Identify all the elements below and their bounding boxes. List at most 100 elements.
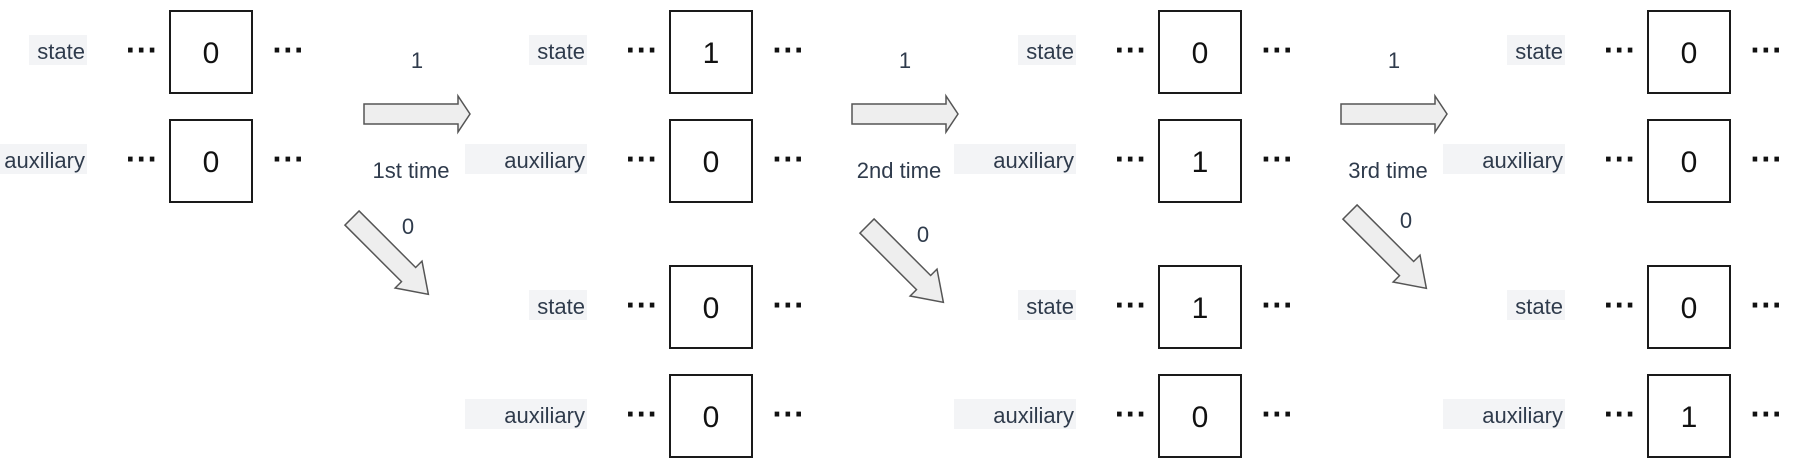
upper-state-value-col3: 0	[1192, 37, 1209, 70]
diagonal-arrow-3	[1341, 203, 1428, 290]
upper-state-right-ellipsis-col1: ···	[272, 36, 305, 66]
diagonal-arrow-2	[858, 217, 945, 304]
upper-auxiliary-cell-col2	[669, 119, 753, 203]
lower-auxiliary-label-bg-col2	[465, 399, 587, 429]
upper-auxiliary-cell-col3	[1158, 119, 1242, 203]
lower-auxiliary-left-ellipsis-col3: ···	[1114, 400, 1147, 430]
transition-caption-1: 1st time	[372, 158, 449, 183]
transition-input-one-3: 1	[1388, 48, 1400, 73]
transition-input-zero-1: 0	[402, 214, 414, 239]
right-arrow-3	[1340, 93, 1448, 135]
upper-auxiliary-left-ellipsis-col2: ···	[625, 145, 658, 175]
lower-state-label-col2: state	[537, 294, 585, 319]
transition-input-one-1: 1	[411, 48, 423, 73]
transition-input-zero-3: 0	[1400, 208, 1412, 233]
upper-auxiliary-value-col1: 0	[203, 146, 220, 179]
lower-auxiliary-right-ellipsis-col3: ···	[1261, 400, 1294, 430]
upper-state-left-ellipsis-col3: ···	[1114, 36, 1147, 66]
lower-state-right-ellipsis-col2: ···	[772, 291, 805, 321]
upper-state-label-col3: state	[1026, 39, 1074, 64]
upper-state-cell-col4	[1647, 10, 1731, 94]
lower-auxiliary-left-ellipsis-col4: ···	[1603, 400, 1636, 430]
upper-state-left-ellipsis-col2: ···	[625, 36, 658, 66]
lower-auxiliary-label-bg-col4	[1443, 399, 1565, 429]
lower-auxiliary-right-ellipsis-col4: ···	[1750, 400, 1783, 430]
transition-input-zero-2: 0	[917, 222, 929, 247]
upper-state-label-col4: state	[1515, 39, 1563, 64]
lower-auxiliary-cell-col4	[1647, 374, 1731, 458]
lower-state-right-ellipsis-col3: ···	[1261, 291, 1294, 321]
lower-auxiliary-label-col4: auxiliary	[1482, 403, 1563, 428]
upper-auxiliary-cell-col1	[169, 119, 253, 203]
upper-state-label-bg-col2	[529, 35, 587, 65]
upper-auxiliary-left-ellipsis-col3: ···	[1114, 145, 1147, 175]
right-arrow-2	[851, 93, 959, 135]
upper-auxiliary-label-bg-col4	[1443, 144, 1565, 174]
upper-state-left-ellipsis-col1: ···	[125, 36, 158, 66]
lower-auxiliary-label-bg-col3	[954, 399, 1076, 429]
upper-state-right-ellipsis-col2: ···	[772, 36, 805, 66]
lower-auxiliary-value-col2: 0	[703, 401, 720, 434]
upper-state-value-col1: 0	[203, 37, 220, 70]
lower-state-label-bg-col2	[529, 290, 587, 320]
upper-state-right-ellipsis-col3: ···	[1261, 36, 1294, 66]
upper-auxiliary-label-col1: auxiliary	[4, 148, 85, 173]
lower-auxiliary-cell-col3	[1158, 374, 1242, 458]
right-arrow-1	[363, 93, 471, 135]
upper-state-left-ellipsis-col4: ···	[1603, 36, 1636, 66]
upper-state-right-ellipsis-col4: ···	[1750, 36, 1783, 66]
transition-input-one-2: 1	[899, 48, 911, 73]
lower-state-label-bg-col4	[1507, 290, 1565, 320]
lower-state-label-col3: state	[1026, 294, 1074, 319]
upper-state-label-bg-col1	[29, 35, 87, 65]
upper-state-label-col1: state	[37, 39, 85, 64]
diagonal-arrow-1	[343, 209, 430, 296]
upper-auxiliary-value-col2: 0	[703, 146, 720, 179]
upper-auxiliary-left-ellipsis-col1: ···	[125, 145, 158, 175]
lower-state-left-ellipsis-col4: ···	[1603, 291, 1636, 321]
lower-state-left-ellipsis-col2: ···	[625, 291, 658, 321]
upper-auxiliary-right-ellipsis-col3: ···	[1261, 145, 1294, 175]
lower-auxiliary-right-ellipsis-col2: ···	[772, 400, 805, 430]
upper-auxiliary-label-col3: auxiliary	[993, 148, 1074, 173]
upper-auxiliary-value-col3: 1	[1192, 146, 1209, 179]
transition-caption-2: 2nd time	[857, 158, 941, 183]
lower-state-label-bg-col3	[1018, 290, 1076, 320]
upper-state-label-bg-col4	[1507, 35, 1565, 65]
lower-state-cell-col3	[1158, 265, 1242, 349]
upper-auxiliary-cell-col4	[1647, 119, 1731, 203]
lower-state-value-col2: 0	[703, 292, 720, 325]
upper-state-label-bg-col3	[1018, 35, 1076, 65]
upper-state-label-col2: state	[537, 39, 585, 64]
lower-state-value-col4: 0	[1681, 292, 1698, 325]
upper-state-cell-col3	[1158, 10, 1242, 94]
lower-auxiliary-cell-col2	[669, 374, 753, 458]
lower-state-label-col4: state	[1515, 294, 1563, 319]
lower-auxiliary-label-col2: auxiliary	[504, 403, 585, 428]
lower-state-value-col3: 1	[1192, 292, 1209, 325]
upper-auxiliary-label-bg-col2	[465, 144, 587, 174]
upper-auxiliary-value-col4: 0	[1681, 146, 1698, 179]
lower-auxiliary-value-col4: 1	[1681, 401, 1698, 434]
lower-auxiliary-label-col3: auxiliary	[993, 403, 1074, 428]
upper-auxiliary-label-col4: auxiliary	[1482, 148, 1563, 173]
upper-auxiliary-right-ellipsis-col2: ···	[772, 145, 805, 175]
lower-state-cell-col2	[669, 265, 753, 349]
upper-state-value-col2: 1	[703, 37, 720, 70]
lower-state-right-ellipsis-col4: ···	[1750, 291, 1783, 321]
upper-auxiliary-right-ellipsis-col4: ···	[1750, 145, 1783, 175]
upper-state-cell-col2	[669, 10, 753, 94]
upper-auxiliary-right-ellipsis-col1: ···	[272, 145, 305, 175]
upper-state-cell-col1	[169, 10, 253, 94]
transition-caption-3: 3rd time	[1348, 158, 1427, 183]
upper-auxiliary-label-bg-col1	[0, 144, 87, 174]
lower-auxiliary-value-col3: 0	[1192, 401, 1209, 434]
lower-auxiliary-left-ellipsis-col2: ···	[625, 400, 658, 430]
upper-auxiliary-left-ellipsis-col4: ···	[1603, 145, 1636, 175]
lower-state-left-ellipsis-col3: ···	[1114, 291, 1147, 321]
upper-state-value-col4: 0	[1681, 37, 1698, 70]
upper-auxiliary-label-bg-col3	[954, 144, 1076, 174]
upper-auxiliary-label-col2: auxiliary	[504, 148, 585, 173]
lower-state-cell-col4	[1647, 265, 1731, 349]
